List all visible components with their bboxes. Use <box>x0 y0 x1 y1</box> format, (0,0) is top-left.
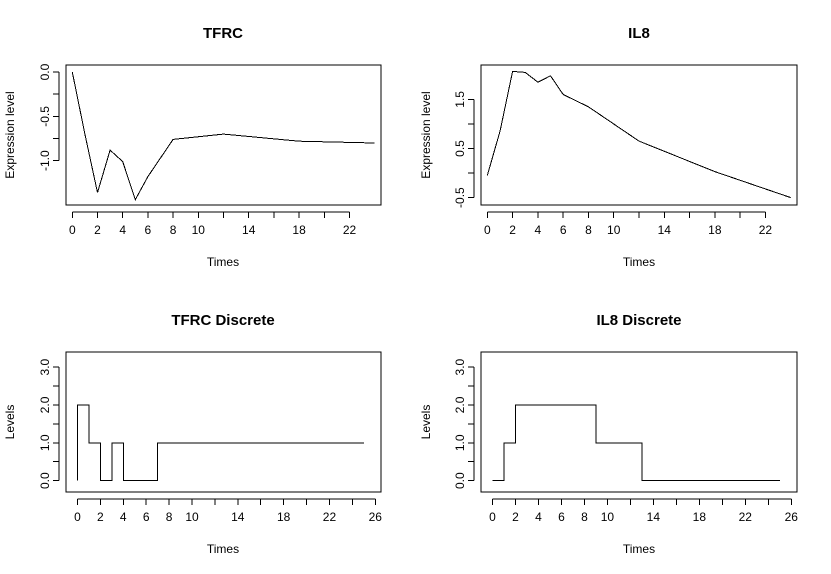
x-tick-label: 14 <box>242 223 256 237</box>
x-tick-label: 18 <box>292 223 306 237</box>
x-tick-label: 26 <box>785 510 799 524</box>
x-tick-label: 18 <box>693 510 707 524</box>
plot-frame <box>65 351 382 493</box>
x-tick-label: 22 <box>759 223 773 237</box>
y-axis: 1.5 0.5 -0.5 <box>453 91 475 208</box>
y-tick-label: 3.0 <box>38 358 52 375</box>
panel-title: TFRC Discrete <box>171 312 274 329</box>
y-tick-label: 3.0 <box>453 358 467 375</box>
x-tick-label: 10 <box>607 223 621 237</box>
panel-il8-discrete: IL8 Discrete Times Levels 0 2 4 6 8 10 14 18 22 2… <box>419 312 798 556</box>
x-tick-label: 6 <box>143 510 150 524</box>
x-tick-label: 0 <box>74 510 81 524</box>
x-tick-label: 14 <box>647 510 661 524</box>
y-tick-label: 0.0 <box>38 472 52 489</box>
x-tick-label: 4 <box>120 510 127 524</box>
x-tick-label: 10 <box>192 223 206 237</box>
x-tick-label: 10 <box>601 510 615 524</box>
panel-title: IL8 Discrete <box>596 312 681 329</box>
panel-il8: IL8 Times Expression level 0 2 4 6 8 10 14 18 22… <box>419 25 798 269</box>
x-tick-label: 2 <box>94 223 101 237</box>
x-tick-label: 0 <box>489 510 496 524</box>
y-axis: 0.0 1.0 2.0 3.0 <box>38 358 60 489</box>
plot-frame <box>480 351 798 493</box>
y-tick-label: 0.0 <box>453 472 467 489</box>
x-axis: 0 2 4 6 8 10 14 18 22 <box>484 211 773 237</box>
x-tick-label: 2 <box>512 510 519 524</box>
panel-tfrc-discrete: TFRC Discrete Times Levels 0 2 4 6 8 10 14 18 22… <box>3 312 382 556</box>
x-tick-label: 10 <box>185 510 199 524</box>
y-axis: 0.0 -0.5 -1.0 <box>38 63 60 171</box>
x-tick-label: 26 <box>369 510 383 524</box>
series-line <box>492 404 780 482</box>
x-tick-label: 14 <box>658 223 672 237</box>
x-axis-label: Times <box>207 255 239 269</box>
x-axis-label: Times <box>207 542 239 556</box>
series-line <box>486 70 791 199</box>
panel-tfrc: TFRC Times Expression level 0 2 4 6 8 10 14 18 2… <box>3 25 382 269</box>
y-tick-label: -0.5 <box>453 187 467 208</box>
x-tick-label: 22 <box>323 510 337 524</box>
x-axis-label: Times <box>623 255 655 269</box>
x-tick-label: 22 <box>343 223 357 237</box>
x-tick-label: 6 <box>145 223 152 237</box>
x-tick-label: 22 <box>739 510 753 524</box>
y-tick-label: 1.0 <box>38 434 52 451</box>
y-axis-label: Expression level <box>419 91 433 178</box>
y-tick-label: 0.5 <box>453 140 467 157</box>
x-tick-label: 4 <box>119 223 126 237</box>
y-tick-label: -0.5 <box>38 106 52 127</box>
x-tick-label: 14 <box>231 510 245 524</box>
y-tick-label: 0.0 <box>38 63 52 80</box>
plot-frame <box>480 64 798 206</box>
x-tick-label: 18 <box>277 510 291 524</box>
x-tick-label: 0 <box>484 223 491 237</box>
panel-title: IL8 <box>628 25 650 42</box>
x-axis-label: Times <box>623 542 655 556</box>
series-line <box>71 72 375 201</box>
x-tick-label: 2 <box>509 223 516 237</box>
x-axis: 0 2 4 6 8 10 14 18 22 26 <box>489 498 799 524</box>
y-axis-label: Levels <box>3 405 17 440</box>
y-tick-label: 2.0 <box>38 396 52 413</box>
x-tick-label: 8 <box>581 510 588 524</box>
y-axis-label: Expression level <box>3 91 17 178</box>
x-tick-label: 6 <box>558 510 565 524</box>
y-axis-label: Levels <box>419 405 433 440</box>
plot-frame <box>65 64 382 206</box>
x-tick-label: 18 <box>708 223 722 237</box>
y-axis: 0.0 1.0 2.0 3.0 <box>453 358 475 489</box>
y-tick-label: 2.0 <box>453 396 467 413</box>
x-tick-label: 4 <box>535 223 542 237</box>
panel-title: TFRC <box>203 25 243 42</box>
y-tick-label: -1.0 <box>38 150 52 171</box>
x-tick-label: 6 <box>560 223 567 237</box>
y-tick-label: 1.5 <box>453 91 467 108</box>
y-tick-label: 1.0 <box>453 434 467 451</box>
x-tick-label: 8 <box>166 510 173 524</box>
x-tick-label: 2 <box>97 510 104 524</box>
x-axis: 0 2 4 6 8 10 14 18 22 <box>69 211 357 237</box>
series-line <box>77 404 364 482</box>
x-tick-label: 8 <box>170 223 177 237</box>
x-axis: 0 2 4 6 8 10 14 18 22 26 <box>74 498 383 524</box>
x-tick-label: 0 <box>69 223 76 237</box>
x-tick-label: 4 <box>535 510 542 524</box>
x-tick-label: 8 <box>585 223 592 237</box>
